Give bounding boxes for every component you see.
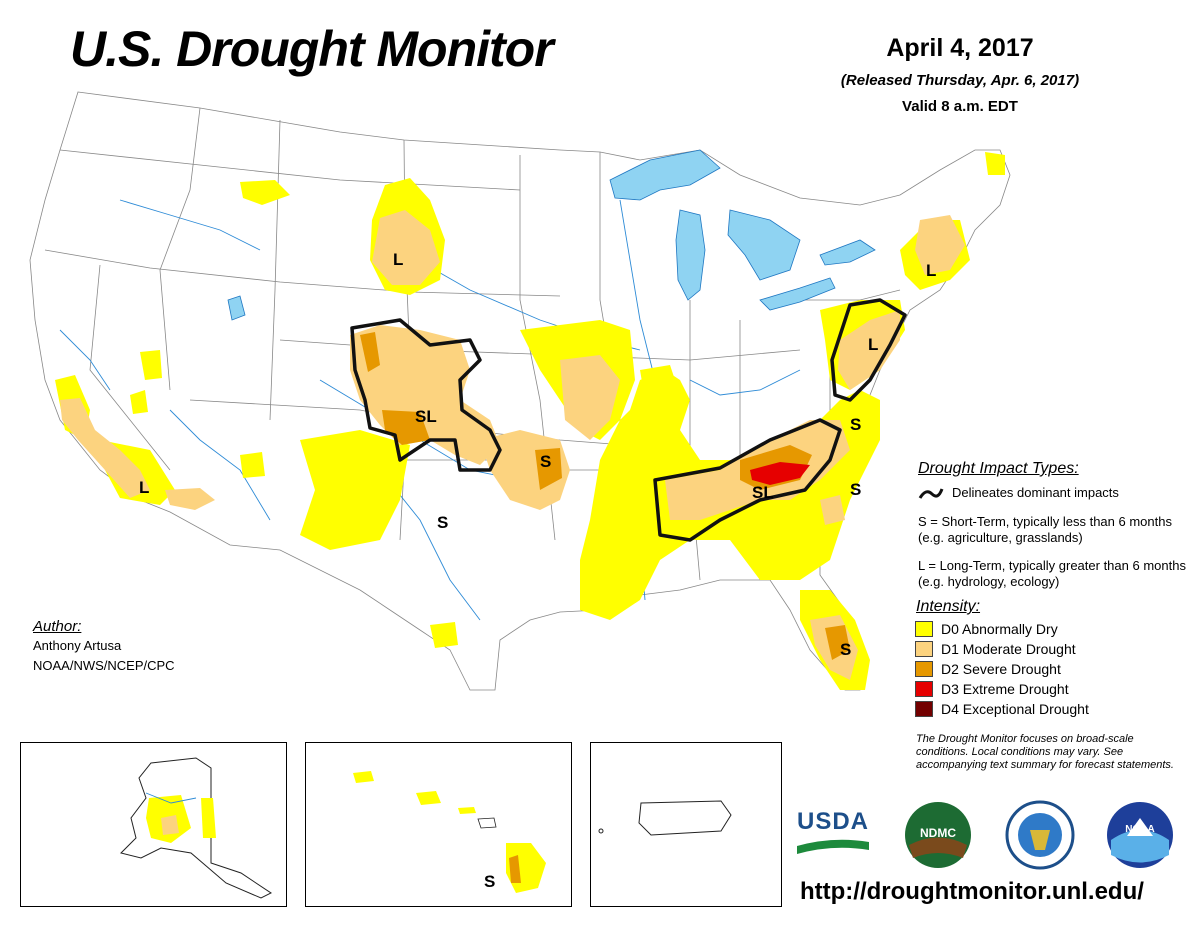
author-title: Author: [33,618,82,635]
d3-areas [750,462,810,485]
hawaii-map: S [353,771,546,893]
label-l-california: L [139,478,149,497]
ndmc-logo-text: NDMC [920,826,956,840]
lake-huron [727,209,801,281]
legend-d4: D4 Exceptional Drought [915,700,1089,718]
delineates-label: Delineates dominant impacts [952,485,1119,500]
label-l-pennsylvania: L [868,335,878,354]
d4-swatch [915,701,933,717]
ndmc-logo: NDMC [903,800,973,870]
hawaii-inset: S [305,742,572,907]
great-salt-lake [227,295,246,321]
alaska-map [120,757,272,899]
label-s-texas: S [437,513,448,532]
d0-areas [55,152,1005,690]
usda-logo-text: USDA [797,808,870,835]
impact-types-title: Drought Impact Types: [918,460,1079,477]
usda-logo: USDA [797,808,872,863]
lake-michigan [675,209,706,301]
label-sl-colorado: SL [415,407,437,426]
label-sl-tennessee: SL [752,483,774,502]
d2-label: D2 Severe Drought [941,661,1061,677]
commerce-seal-graphic [1005,800,1075,870]
impact-line-icon [918,487,944,499]
delineates-row: Delineates dominant impacts [918,485,1119,500]
d3-label: D3 Extreme Drought [941,681,1069,697]
long-term-note: L = Long-Term, typically greater than 6 … [918,558,1186,589]
legend-d3: D3 Extreme Drought [915,680,1069,698]
map-title: U.S. Drought Monitor [70,21,554,77]
lake-superior [609,149,721,201]
intensity-title: Intensity: [916,598,981,615]
alaska-inset [20,742,287,907]
legend-d1: D1 Moderate Drought [915,640,1076,658]
lake-ontario [819,239,876,266]
label-s-florida: S [840,640,851,659]
label-s-carolina: S [850,480,861,499]
label-s-hawaii: S [484,872,495,891]
label-l-newengland: L [926,261,936,280]
noaa-logo-text: NOAA [1125,824,1155,835]
d0-label: D0 Abnormally Dry [941,621,1058,637]
d1-swatch [915,641,933,657]
noaa-logo-graphic [1107,802,1173,868]
lake-erie [759,277,836,311]
label-l-wyoming: L [393,250,403,269]
disclaimer-text: The Drought Monitor focuses on broad-sca… [916,733,1174,771]
legend-d2: D2 Severe Drought [915,660,1061,678]
usda-logo-swoosh [797,839,869,854]
d3-swatch [915,681,933,697]
label-s-oklahoma: S [540,452,551,471]
valid-time: Valid 8 a.m. EDT [902,98,1018,115]
map-date: April 4, 2017 [886,34,1034,62]
d0-swatch [915,621,933,637]
puerto-rico-inset [590,742,782,907]
d1-label: D1 Moderate Drought [941,641,1076,657]
noaa-logo: NOAA [1105,800,1175,870]
water-bodies [227,149,876,321]
impact-outlines [350,298,907,542]
commerce-seal-logo [1005,800,1075,870]
d4-label: D4 Exceptional Drought [941,701,1089,717]
label-s-virginia: S [850,415,861,434]
puerto-rico-map [598,800,732,836]
author-name: Anthony Artusa [33,638,122,653]
d2-swatch [915,661,933,677]
map-impact-labels: L SL S S L SL S S L L S [139,250,936,659]
author-org: NOAA/NWS/NCEP/CPC [33,658,175,673]
release-date: (Released Thursday, Apr. 6, 2017) [840,72,1080,89]
website-url[interactable]: http://droughtmonitor.unl.edu/ [800,878,1144,905]
legend-d0: D0 Abnormally Dry [915,620,1058,638]
ndmc-logo-graphic [905,802,971,868]
short-term-note: S = Short-Term, typically less than 6 mo… [918,514,1172,545]
